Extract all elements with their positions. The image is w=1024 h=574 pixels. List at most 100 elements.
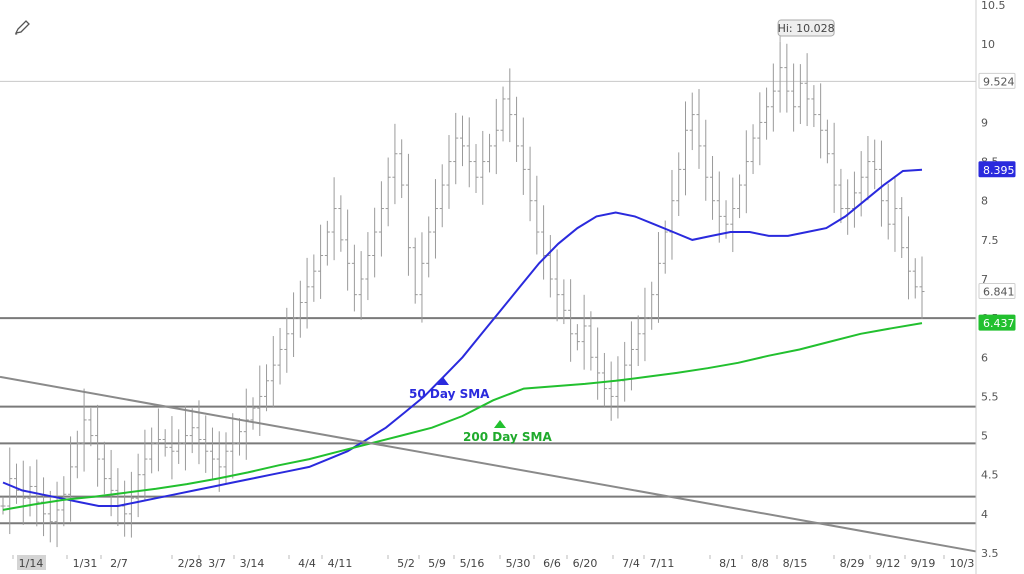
price-bar bbox=[47, 490, 53, 543]
price-bar bbox=[176, 429, 182, 464]
price-bar bbox=[182, 405, 188, 471]
price-bar bbox=[885, 183, 891, 240]
y-tick-label: 6 bbox=[981, 351, 988, 364]
price-bar bbox=[189, 408, 195, 454]
y-tick-label: 4 bbox=[981, 508, 988, 521]
price-bar bbox=[872, 139, 878, 190]
price-bar bbox=[568, 279, 574, 362]
price-bar bbox=[845, 179, 851, 235]
price-bar bbox=[135, 453, 141, 518]
price-bar bbox=[453, 112, 459, 185]
price-bar bbox=[534, 175, 540, 255]
price-bar bbox=[324, 220, 330, 266]
sma-50-value-badge-box bbox=[978, 161, 1016, 178]
price-bar bbox=[547, 235, 553, 298]
y-tick-label: 10.5 bbox=[981, 0, 1006, 12]
x-tick-label: 5/2 bbox=[397, 557, 415, 570]
sma-200-value-badge-box bbox=[978, 314, 1016, 331]
crosshair-value-badge-box bbox=[978, 72, 1016, 89]
price-bar bbox=[635, 315, 641, 366]
x-tick-label: 5/16 bbox=[460, 557, 485, 570]
price-bar bbox=[689, 92, 695, 151]
price-bar bbox=[737, 174, 743, 219]
price-bar bbox=[473, 144, 479, 194]
y-tick-label: 7 bbox=[981, 273, 988, 286]
price-bar bbox=[514, 96, 520, 162]
price-bar bbox=[520, 117, 526, 195]
price-bar bbox=[405, 153, 411, 276]
y-tick-label: 8 bbox=[981, 195, 988, 208]
price-bar bbox=[466, 117, 472, 188]
price-bar bbox=[608, 361, 614, 421]
x-tick-label: 4/11 bbox=[328, 557, 353, 570]
price-bar bbox=[230, 413, 236, 479]
x-tick-label: 2/28 bbox=[178, 557, 203, 570]
price-bar bbox=[899, 197, 905, 259]
price-bar bbox=[703, 119, 709, 201]
price-bar bbox=[250, 397, 256, 430]
price-bar bbox=[345, 209, 351, 291]
price-bar bbox=[196, 400, 202, 465]
price-bar bbox=[385, 157, 391, 227]
price-bar bbox=[378, 181, 384, 257]
price-bar bbox=[149, 427, 155, 474]
price-bar bbox=[439, 164, 445, 228]
price-bar bbox=[318, 224, 324, 299]
selected-date-highlight bbox=[17, 555, 46, 570]
x-tick-label: 8/1 bbox=[719, 557, 737, 570]
sma-200-line[interactable] bbox=[2, 322, 923, 511]
x-tick-label: 7/11 bbox=[650, 557, 675, 570]
price-bars bbox=[0, 41, 925, 548]
price-bar bbox=[162, 429, 168, 457]
x-tick-label: 1/31 bbox=[73, 557, 98, 570]
downtrend-line[interactable] bbox=[0, 375, 977, 553]
price-bar bbox=[101, 441, 107, 495]
price-bar bbox=[858, 151, 864, 217]
price-bar bbox=[61, 476, 67, 527]
price-bar bbox=[581, 294, 587, 370]
price-bar bbox=[223, 432, 229, 484]
crosshair-value-badge: 9.524 bbox=[983, 75, 1015, 88]
price-bar bbox=[682, 101, 688, 196]
price-bar bbox=[878, 140, 884, 227]
price-bar bbox=[764, 87, 770, 140]
sma-200-value-badge: 6.437 bbox=[983, 317, 1015, 330]
price-bar bbox=[818, 83, 824, 159]
price-bar bbox=[838, 168, 844, 224]
price-bar bbox=[277, 327, 283, 385]
price-bar bbox=[351, 244, 357, 312]
sma-50-line[interactable] bbox=[2, 168, 923, 507]
annotations: Hi: 10.028 50 Day SMA 200 Day SMA bbox=[409, 19, 835, 444]
price-bar bbox=[88, 408, 94, 447]
pencil-icon[interactable] bbox=[14, 20, 30, 35]
price-bar bbox=[912, 258, 918, 299]
x-tick-label: 9/12 bbox=[876, 557, 901, 570]
x-tick-label: 5/30 bbox=[506, 557, 531, 570]
price-bar bbox=[716, 171, 722, 243]
price-bar bbox=[155, 408, 161, 472]
x-tick-label: 4/4 bbox=[298, 557, 316, 570]
trendline bbox=[0, 375, 977, 553]
price-bar bbox=[831, 122, 837, 213]
y-tick-label: 5 bbox=[981, 430, 988, 443]
price-bar bbox=[655, 232, 661, 323]
price-bar bbox=[696, 89, 702, 169]
value-badges: 9.524 6.841 8.395 6.437 bbox=[978, 72, 1016, 331]
price-bar bbox=[297, 280, 303, 338]
price-bar bbox=[392, 123, 398, 205]
price-bar bbox=[128, 471, 134, 538]
price-bar bbox=[284, 307, 290, 373]
price-bar bbox=[507, 68, 513, 143]
price-bar bbox=[487, 133, 493, 173]
x-axis-ticks: 1/14 1/31 2/7 2/28 3/7 3/14 4/4 4/11 5/2 5/9 5/16 5… bbox=[12, 555, 974, 570]
price-bar bbox=[892, 177, 898, 252]
price-bar bbox=[811, 85, 817, 128]
price-bar bbox=[730, 177, 736, 253]
price-bar bbox=[561, 279, 567, 325]
y-tick-label: 3.5 bbox=[981, 547, 999, 560]
high-label: Hi: 10.028 bbox=[778, 22, 835, 35]
price-bar bbox=[372, 207, 378, 278]
price-bar bbox=[14, 463, 20, 504]
price-bar bbox=[203, 415, 209, 473]
